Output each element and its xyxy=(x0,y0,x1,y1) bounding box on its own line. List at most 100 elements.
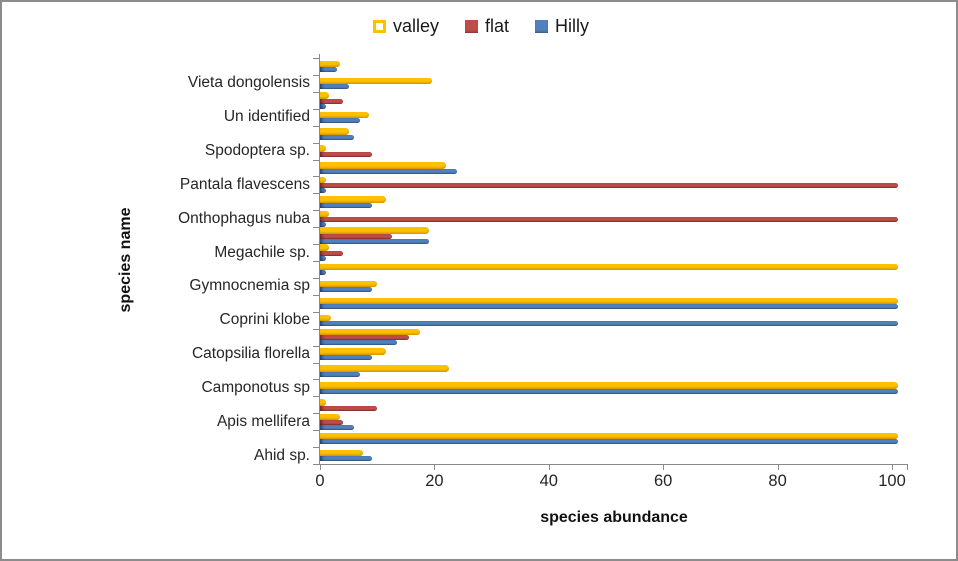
category-label: Megachile sp. xyxy=(214,243,310,261)
bar-group xyxy=(320,396,907,413)
category-label: Onthophagus nuba xyxy=(178,209,310,227)
y-axis-tick xyxy=(313,108,319,110)
bar-group xyxy=(320,58,907,75)
legend-item-valley: valley xyxy=(372,16,439,37)
bar-valley xyxy=(320,92,329,99)
bar-hilly xyxy=(320,168,458,174)
category-label: Gymnocnemia sp xyxy=(189,277,310,295)
x-axis-tick xyxy=(663,464,665,470)
bar-hilly xyxy=(320,340,398,346)
y-axis-tick xyxy=(313,413,319,415)
bar-flat xyxy=(320,151,372,157)
bar-valley xyxy=(320,432,898,440)
y-axis-tick xyxy=(313,464,319,465)
category-label: Catopsilia florella xyxy=(191,345,310,362)
x-tick-label: 40 xyxy=(539,472,558,490)
bar-group xyxy=(320,210,907,227)
x-axis-tick xyxy=(548,464,550,470)
bar-flat xyxy=(320,405,378,411)
bar-group xyxy=(320,143,907,160)
bar-group xyxy=(320,160,907,177)
bar-valley xyxy=(320,145,326,152)
bar-group xyxy=(320,346,907,363)
bar-group xyxy=(320,447,907,464)
bar-flat xyxy=(320,233,392,239)
bar-hilly xyxy=(320,354,372,360)
bar-flat xyxy=(320,183,898,189)
bar-group xyxy=(320,295,907,312)
bar-flat xyxy=(320,250,343,256)
bar-valley xyxy=(320,227,429,234)
y-axis-tick xyxy=(313,294,319,296)
category-label: Coprini klobe xyxy=(219,311,310,329)
bar-hilly xyxy=(320,255,326,261)
x-axis-tick xyxy=(892,464,893,470)
bar-hilly xyxy=(320,388,898,394)
bar-valley xyxy=(320,449,363,457)
bar-hilly xyxy=(320,103,326,109)
y-axis-tick xyxy=(313,227,319,229)
category-label: Un identified xyxy=(223,108,310,126)
legend-swatch-hilly-icon xyxy=(535,20,549,33)
bar-hilly xyxy=(320,134,355,140)
x-tick-label: 60 xyxy=(654,472,673,490)
bar-group xyxy=(320,75,907,92)
y-axis-tick xyxy=(313,379,319,381)
legend-label-valley: valley xyxy=(392,16,439,36)
bar-group xyxy=(320,227,907,244)
bar-valley xyxy=(320,297,898,304)
x-tick-label: 100 xyxy=(878,472,906,490)
bar-valley xyxy=(320,196,386,203)
y-axis-tick xyxy=(313,91,319,93)
bar-valley xyxy=(320,348,386,355)
category-label: Camponotus sp xyxy=(201,378,310,396)
bar-flat xyxy=(320,98,343,104)
category-label: Vieta dongolensis xyxy=(187,74,310,92)
bar-group xyxy=(320,176,907,194)
x-axis-tick xyxy=(320,464,321,470)
bar-group xyxy=(320,261,907,278)
category-label: Apis mellifera xyxy=(216,412,310,430)
bar-group xyxy=(320,379,907,396)
y-axis-tick xyxy=(313,311,319,313)
bar-group xyxy=(320,328,907,346)
y-axis-tick xyxy=(313,430,319,432)
bar-group xyxy=(320,312,907,329)
legend: valley flat Hilly xyxy=(2,16,956,37)
legend-label-flat: flat xyxy=(485,16,510,36)
y-axis-tick xyxy=(313,244,319,246)
bar-group xyxy=(320,193,907,210)
bar-group xyxy=(320,244,907,261)
y-axis-tick xyxy=(313,328,319,330)
bar-hilly xyxy=(320,425,355,430)
y-axis-tick xyxy=(313,362,319,364)
legend-item-flat: flat xyxy=(465,16,509,37)
y-axis-line xyxy=(319,54,320,464)
x-tick-label: 80 xyxy=(768,472,787,490)
bar-hilly xyxy=(320,287,372,293)
bar-hilly xyxy=(320,188,326,194)
x-axis-end-tick xyxy=(907,464,908,470)
bar-flat xyxy=(320,335,409,341)
y-axis-tick xyxy=(313,74,319,76)
y-axis-tick xyxy=(313,176,319,178)
legend-label-hilly: Hilly xyxy=(555,16,590,36)
category-label: Spodoptera sp. xyxy=(204,142,310,159)
bar-hilly xyxy=(320,304,898,309)
bar-flat xyxy=(320,420,343,425)
bar-valley xyxy=(320,382,898,389)
bar-valley xyxy=(320,263,898,271)
y-axis-tick xyxy=(313,193,319,195)
y-axis-tick xyxy=(313,447,319,449)
bar-hilly xyxy=(320,456,372,462)
bar-hilly xyxy=(320,222,326,227)
bar-valley xyxy=(320,210,329,217)
x-axis-line xyxy=(319,464,907,465)
x-tick-label: 0 xyxy=(315,472,325,490)
category-label: Ahid sp. xyxy=(253,446,310,464)
x-axis-tick xyxy=(777,464,779,470)
y-axis-tick xyxy=(313,345,319,347)
bar-valley xyxy=(320,111,369,118)
y-axis-tick xyxy=(313,125,319,127)
